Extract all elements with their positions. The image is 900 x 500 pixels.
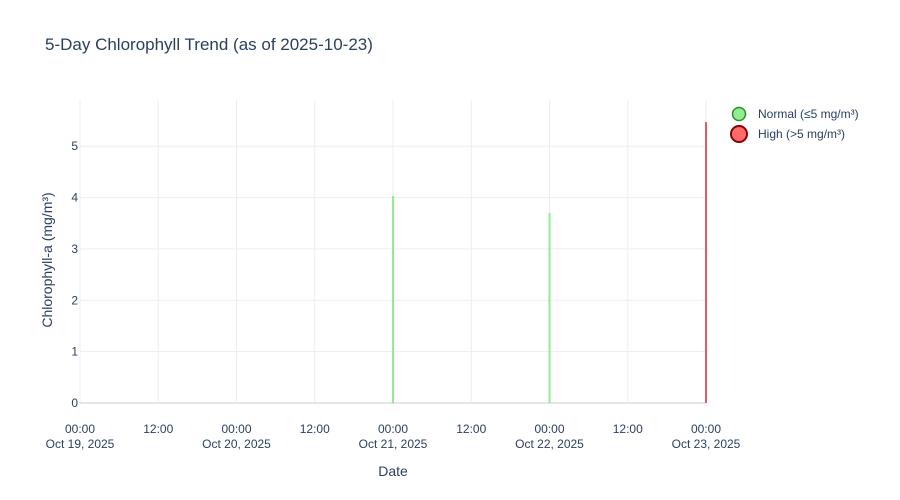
x-tick-date-label: Oct 20, 2025 <box>202 437 271 451</box>
x-tick-label: 12:00 <box>456 422 486 436</box>
normal-bar[interactable] <box>548 212 551 403</box>
y-tick-label: 3 <box>71 242 78 256</box>
x-tick-label: 12:00 <box>143 422 173 436</box>
x-tick-label: 00:00 <box>378 422 408 436</box>
x-tick-date-label: Oct 23, 2025 <box>672 437 741 451</box>
y-axis-title: Chlorophyll-a (mg/m³) <box>39 192 55 327</box>
y-tick-label: 2 <box>71 293 78 307</box>
legend-marker-high <box>730 125 748 143</box>
legend-marker-normal <box>731 106 747 122</box>
x-tick-label: 00:00 <box>691 422 721 436</box>
high-bar[interactable] <box>705 122 707 403</box>
legend-label-high[interactable]: High (>5 mg/m³) <box>758 127 845 141</box>
y-tick-label: 0 <box>71 396 78 410</box>
x-axis-title: Date <box>378 463 408 479</box>
normal-bar[interactable] <box>392 196 394 403</box>
x-tick-label: 00:00 <box>534 422 564 436</box>
legend-label-normal[interactable]: Normal (≤5 mg/m³) <box>758 107 859 121</box>
x-tick-label: 12:00 <box>613 422 643 436</box>
x-tick-label: 00:00 <box>221 422 251 436</box>
y-tick-label: 1 <box>71 345 78 359</box>
x-tick-date-label: Oct 21, 2025 <box>359 437 428 451</box>
bars <box>392 122 707 403</box>
y-tick-label: 4 <box>71 191 78 205</box>
x-tick-date-label: Oct 22, 2025 <box>515 437 584 451</box>
x-tick-label: 00:00 <box>65 422 95 436</box>
y-axis-ticks: 0 1 2 3 4 5 <box>71 139 78 410</box>
legend[interactable]: Normal (≤5 mg/m³) High (>5 mg/m³) <box>730 106 859 143</box>
y-tick-label: 5 <box>71 139 78 153</box>
x-tick-date-label: Oct 19, 2025 <box>46 437 115 451</box>
x-tick-label: 12:00 <box>300 422 330 436</box>
chart-title: 5-Day Chlorophyll Trend (as of 2025-10-2… <box>45 35 373 54</box>
